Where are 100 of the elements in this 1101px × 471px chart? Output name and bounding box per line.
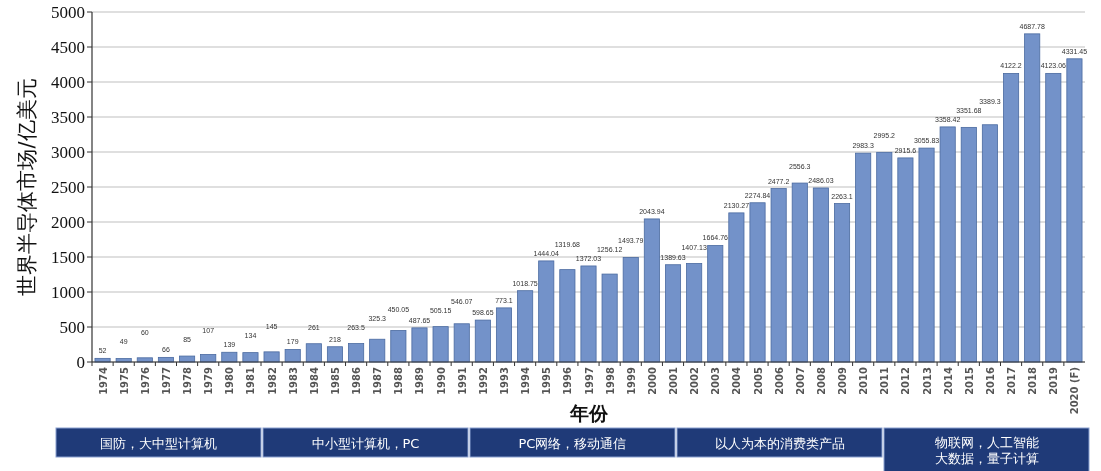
y-tick-label: 2000: [51, 213, 85, 232]
bar: [305, 343, 322, 363]
x-tick-label: 1998: [604, 366, 616, 395]
bar: [897, 157, 914, 363]
y-tick-label: 4000: [51, 73, 85, 92]
text: 以人为本的消费类产品: [714, 435, 845, 451]
text: PC网络，移动通信: [518, 435, 627, 451]
bar: [770, 188, 787, 363]
bar: [580, 265, 597, 363]
x-tick-label: 2019: [1048, 366, 1060, 395]
x-tick-label: 1978: [182, 366, 194, 395]
x-tick-label: 2003: [710, 366, 722, 395]
y-tick-label: 1500: [51, 248, 85, 267]
bar: [432, 326, 449, 363]
x-tick-label: 1976: [139, 366, 151, 395]
bar: [643, 218, 660, 363]
text: 物联网，人工智能大数据，量子计算: [934, 435, 1039, 466]
x-tick-label: 1980: [224, 366, 236, 395]
x-tick-label: 1975: [118, 366, 130, 395]
bar: [918, 147, 935, 363]
x-tick-label: 1993: [498, 366, 510, 395]
y-tick-label: 5000: [51, 3, 85, 22]
bar: [728, 212, 745, 363]
bar: [622, 257, 639, 363]
x-tick-label: 2016: [984, 366, 996, 395]
bar: [939, 126, 956, 363]
x-tick-label: 1990: [435, 366, 447, 395]
x-tick-label: 1999: [625, 366, 637, 395]
x-tick-label: 1984: [308, 366, 320, 395]
x-tick-label: 2015: [963, 366, 975, 395]
bar: [855, 152, 872, 363]
bar: [453, 323, 470, 363]
bar: [284, 349, 301, 363]
x-tick-label: 2018: [1027, 366, 1039, 395]
x-tick-label: 1992: [477, 366, 489, 395]
x-tick-label: 2010: [858, 366, 870, 395]
bar: [686, 263, 703, 363]
y-axis-title: 世界半导体市场/亿美元: [15, 78, 39, 296]
x-tick-label: 1988: [393, 366, 405, 395]
x-tick-label: 1994: [520, 366, 532, 395]
bar: [960, 126, 977, 363]
x-tick-label: 2006: [773, 366, 785, 395]
bar: [749, 202, 766, 363]
x-tick-label: 2020 (F): [1069, 367, 1081, 415]
bar: [981, 124, 998, 363]
x-tick-label: 1974: [97, 366, 109, 395]
x-tick-label: 2000: [646, 366, 658, 395]
bar: [326, 346, 343, 363]
y-tick-label: 4500: [51, 38, 85, 57]
x-tick-label: 2005: [752, 366, 764, 395]
x-tick-label: 1996: [562, 366, 574, 395]
x-tick-label: 1985: [329, 366, 341, 395]
x-axis-title: 年份: [568, 402, 609, 424]
bar: [834, 203, 851, 363]
bar: [242, 352, 259, 363]
x-tick-label: 1983: [287, 366, 299, 395]
bar: [601, 273, 618, 363]
x-tick-label: 1977: [160, 366, 172, 395]
bar: [411, 327, 428, 363]
bar: [1003, 73, 1020, 363]
bar: [538, 260, 555, 363]
x-tick-label: 2012: [900, 366, 912, 395]
x-tick-label: 2014: [942, 366, 954, 395]
x-tick-label: 1997: [583, 366, 595, 395]
x-tick-label: 2017: [1006, 366, 1018, 395]
bar: [390, 330, 407, 363]
x-tick-label: 2001: [668, 366, 680, 395]
bar: [1024, 33, 1041, 363]
bar: [517, 290, 534, 363]
x-tick-label: 1991: [456, 366, 468, 395]
bar: [221, 351, 238, 363]
x-tick-label: 2013: [921, 366, 933, 395]
text: 国防，大中型计算机: [100, 435, 217, 451]
x-tick-label: 1986: [351, 366, 363, 395]
x-tick-label: 2004: [731, 366, 743, 395]
x-tick-label: 2007: [794, 366, 806, 395]
bar: [791, 182, 808, 363]
bar: [559, 269, 576, 363]
bar: [812, 187, 829, 363]
bar: [495, 307, 512, 363]
y-tick-label: 3000: [51, 143, 85, 162]
bar: [348, 343, 365, 363]
x-tick-label: 1995: [541, 366, 553, 395]
x-tick-label: 1989: [414, 366, 426, 395]
x-tick-label: 2009: [837, 366, 849, 395]
x-tick-label: 1982: [266, 366, 278, 395]
bar: [474, 319, 491, 363]
x-tick-label: 2008: [815, 366, 827, 395]
x-tick-label: 1981: [245, 366, 257, 395]
x-tick-label: 1979: [203, 366, 215, 395]
bar: [1045, 72, 1062, 363]
x-tick-label: 2002: [689, 366, 701, 395]
bar: [369, 338, 386, 363]
y-tick-label: 1000: [51, 283, 85, 302]
y-tick-label: 0: [76, 353, 85, 372]
x-tick-label: 1987: [372, 366, 384, 395]
bar: [263, 351, 280, 363]
text: 中小型计算机，PC: [311, 435, 420, 451]
x-tick-label: 2011: [879, 366, 891, 395]
bar: [1066, 58, 1083, 363]
